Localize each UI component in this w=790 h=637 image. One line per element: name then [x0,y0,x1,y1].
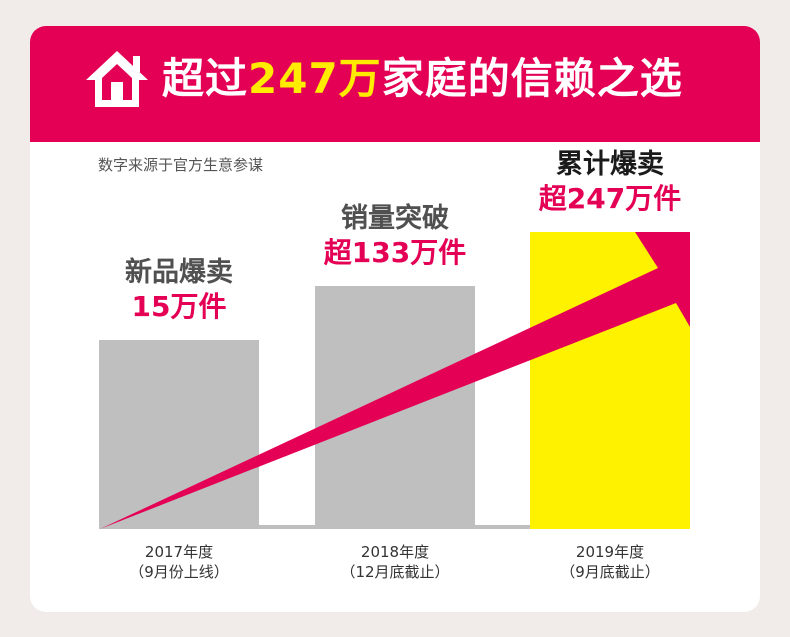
x-tick-2019: 2019年度 （9月底截止） [510,542,710,582]
x-tick-note: （9月底截止） [560,563,660,581]
bar-chart [99,232,690,529]
bar-label-2019: 累计爆卖 超247万件 [510,148,710,216]
bar-label-value: 超247万件 [538,182,682,215]
x-tick-2018: 2018年度 （12月底截止） [295,542,495,582]
title-prefix: 超过 [162,54,249,103]
x-tick-note: （9月份上线） [129,563,229,581]
x-tick-label: 2017年度 [144,543,214,561]
title-highlight: 247万 [248,54,382,103]
main-card: 超过247万家庭的信赖之选 数字来源于官方生意参谋 新品爆卖 15万件 销量突破… [30,26,760,612]
x-tick-label: 2019年度 [575,543,645,561]
x-tick-2017: 2017年度 （9月份上线） [79,542,279,582]
source-note: 数字来源于官方生意参谋 [98,156,264,174]
bar-label-line1: 销量突破 [341,203,449,234]
x-tick-label: 2018年度 [360,543,430,561]
page-title: 超过247万家庭的信赖之选 [162,48,683,110]
title-suffix: 家庭的信赖之选 [381,54,683,103]
bar-label-2017: 新品爆卖 15万件 [79,256,279,324]
bar-label-line1: 新品爆卖 [125,257,233,288]
x-tick-note: （12月底截止） [340,563,450,581]
bar-label-value: 超133万件 [323,236,467,269]
bar-label-line1: 累计爆卖 [556,149,664,180]
title-banner: 超过247万家庭的信赖之选 [30,26,760,142]
bar-label-value: 15万件 [131,290,227,323]
bar-2017年度 [99,340,259,529]
bar-label-2018: 销量突破 超133万件 [295,202,495,270]
house-icon [86,51,148,107]
